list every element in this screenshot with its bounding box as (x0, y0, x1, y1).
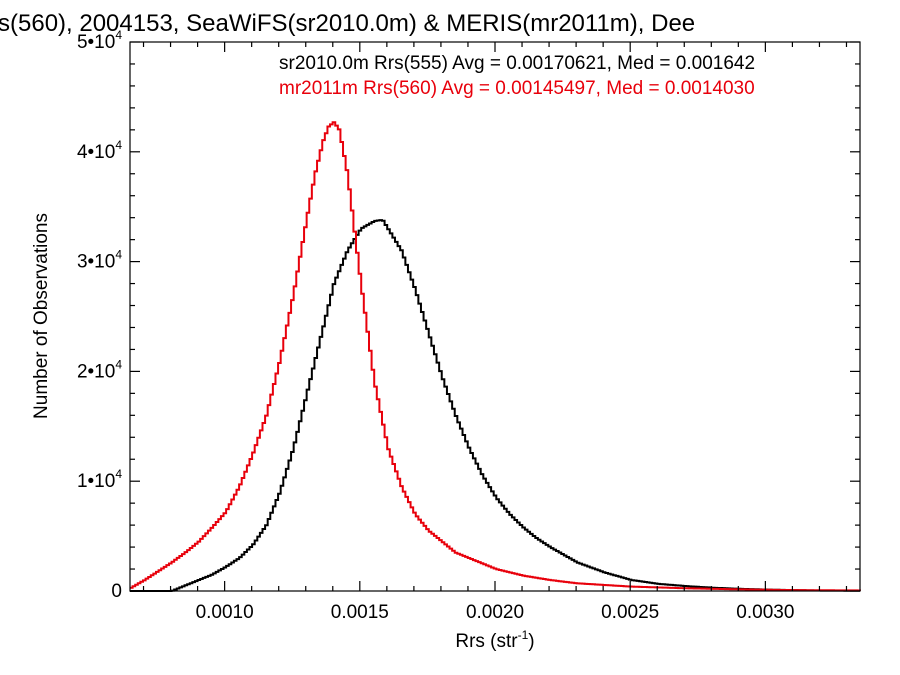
x-tick-labels: 0.0010 0.0015 0.0020 0.0025 0.0030 (196, 602, 795, 623)
x-axis-label-sup: -1 (518, 628, 529, 642)
series-1-line (130, 121, 861, 592)
y-tick-label: 0 (111, 581, 122, 602)
y-tick-label: 3•104 (77, 248, 122, 273)
x-axis-label-end: ) (528, 631, 534, 652)
y-axis-label: Number of Observations (31, 213, 52, 419)
y-tick-label: 1•104 (77, 467, 122, 492)
y-tick-labels: 0 1•104 2•104 3•104 4•104 5•104 (77, 28, 122, 602)
x-axis-label: Rrs (str-1) (455, 628, 534, 652)
x-tick-label: 0.0025 (601, 602, 659, 623)
series-0-line (130, 219, 861, 592)
chart-title: s(560), 2004153, SeaWiFS(sr2010.0m) & ME… (0, 10, 695, 37)
annotation-sr2010-stats: sr2010.0m Rrs(555) Avg = 0.00170621, Med… (279, 53, 755, 74)
x-tick-label: 0.0015 (331, 602, 389, 623)
plot-frame (129, 41, 861, 592)
tick-layer (130, 41, 860, 592)
series-layer (130, 121, 861, 592)
x-tick-label: 0.0030 (736, 602, 794, 623)
x-tick-label: 0.0010 (196, 602, 254, 623)
y-tick-label: 4•104 (77, 138, 122, 163)
y-tick-label: 5•104 (77, 28, 122, 53)
x-axis-label-main: Rrs (str (455, 631, 518, 652)
annotation-mr2011-stats: mr2011m Rrs(560) Avg = 0.00145497, Med =… (279, 78, 755, 99)
y-tick-label: 2•104 (77, 357, 122, 382)
x-tick-label: 0.0020 (466, 602, 524, 623)
